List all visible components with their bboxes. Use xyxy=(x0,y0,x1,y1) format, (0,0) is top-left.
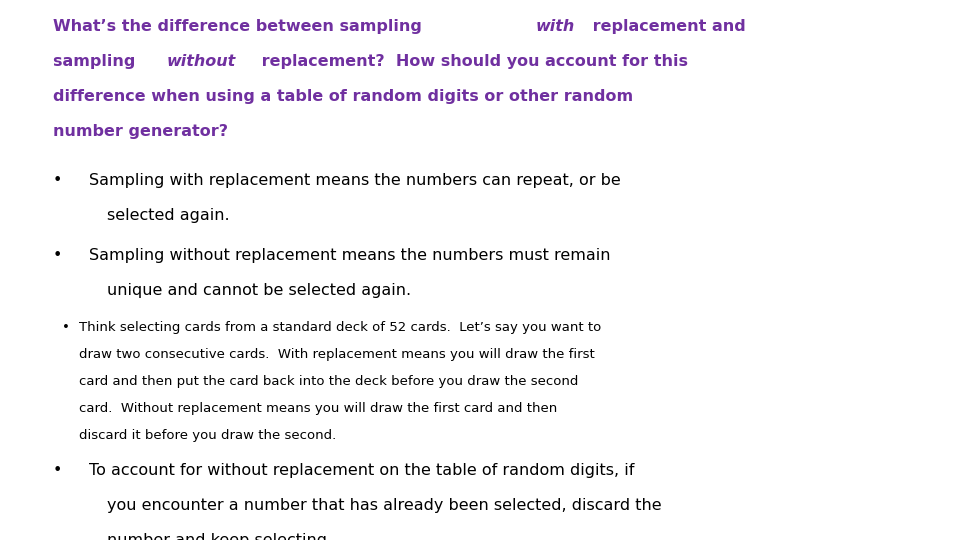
Text: Sampling without replacement means the numbers must remain: Sampling without replacement means the n… xyxy=(89,248,611,264)
Text: •: • xyxy=(53,463,62,478)
Text: What’s the difference between sampling: What’s the difference between sampling xyxy=(53,19,427,34)
Text: you encounter a number that has already been selected, discard the: you encounter a number that has already … xyxy=(107,498,661,513)
Text: selected again.: selected again. xyxy=(107,208,229,223)
Text: card and then put the card back into the deck before you draw the second: card and then put the card back into the… xyxy=(79,375,578,388)
Text: number and keep selecting.: number and keep selecting. xyxy=(107,533,332,540)
Text: Think selecting cards from a standard deck of 52 cards.  Let’s say you want to: Think selecting cards from a standard de… xyxy=(79,321,601,334)
Text: draw two consecutive cards.  With replacement means you will draw the first: draw two consecutive cards. With replace… xyxy=(79,348,594,361)
Text: Sampling with replacement means the numbers can repeat, or be: Sampling with replacement means the numb… xyxy=(89,173,621,188)
Text: card.  Without replacement means you will draw the first card and then: card. Without replacement means you will… xyxy=(79,402,557,415)
Text: replacement?  How should you account for this: replacement? How should you account for … xyxy=(255,54,687,69)
Text: sampling: sampling xyxy=(53,54,141,69)
Text: •: • xyxy=(53,173,62,188)
Text: with: with xyxy=(536,19,575,34)
Text: without: without xyxy=(166,54,235,69)
Text: difference when using a table of random digits or other random: difference when using a table of random … xyxy=(53,89,633,104)
Text: unique and cannot be selected again.: unique and cannot be selected again. xyxy=(107,284,411,299)
Text: •: • xyxy=(53,248,62,264)
Text: To account for without replacement on the table of random digits, if: To account for without replacement on th… xyxy=(89,463,635,478)
Text: number generator?: number generator? xyxy=(53,124,228,139)
Text: replacement and: replacement and xyxy=(587,19,745,34)
Text: •: • xyxy=(62,321,70,334)
Text: discard it before you draw the second.: discard it before you draw the second. xyxy=(79,429,336,442)
